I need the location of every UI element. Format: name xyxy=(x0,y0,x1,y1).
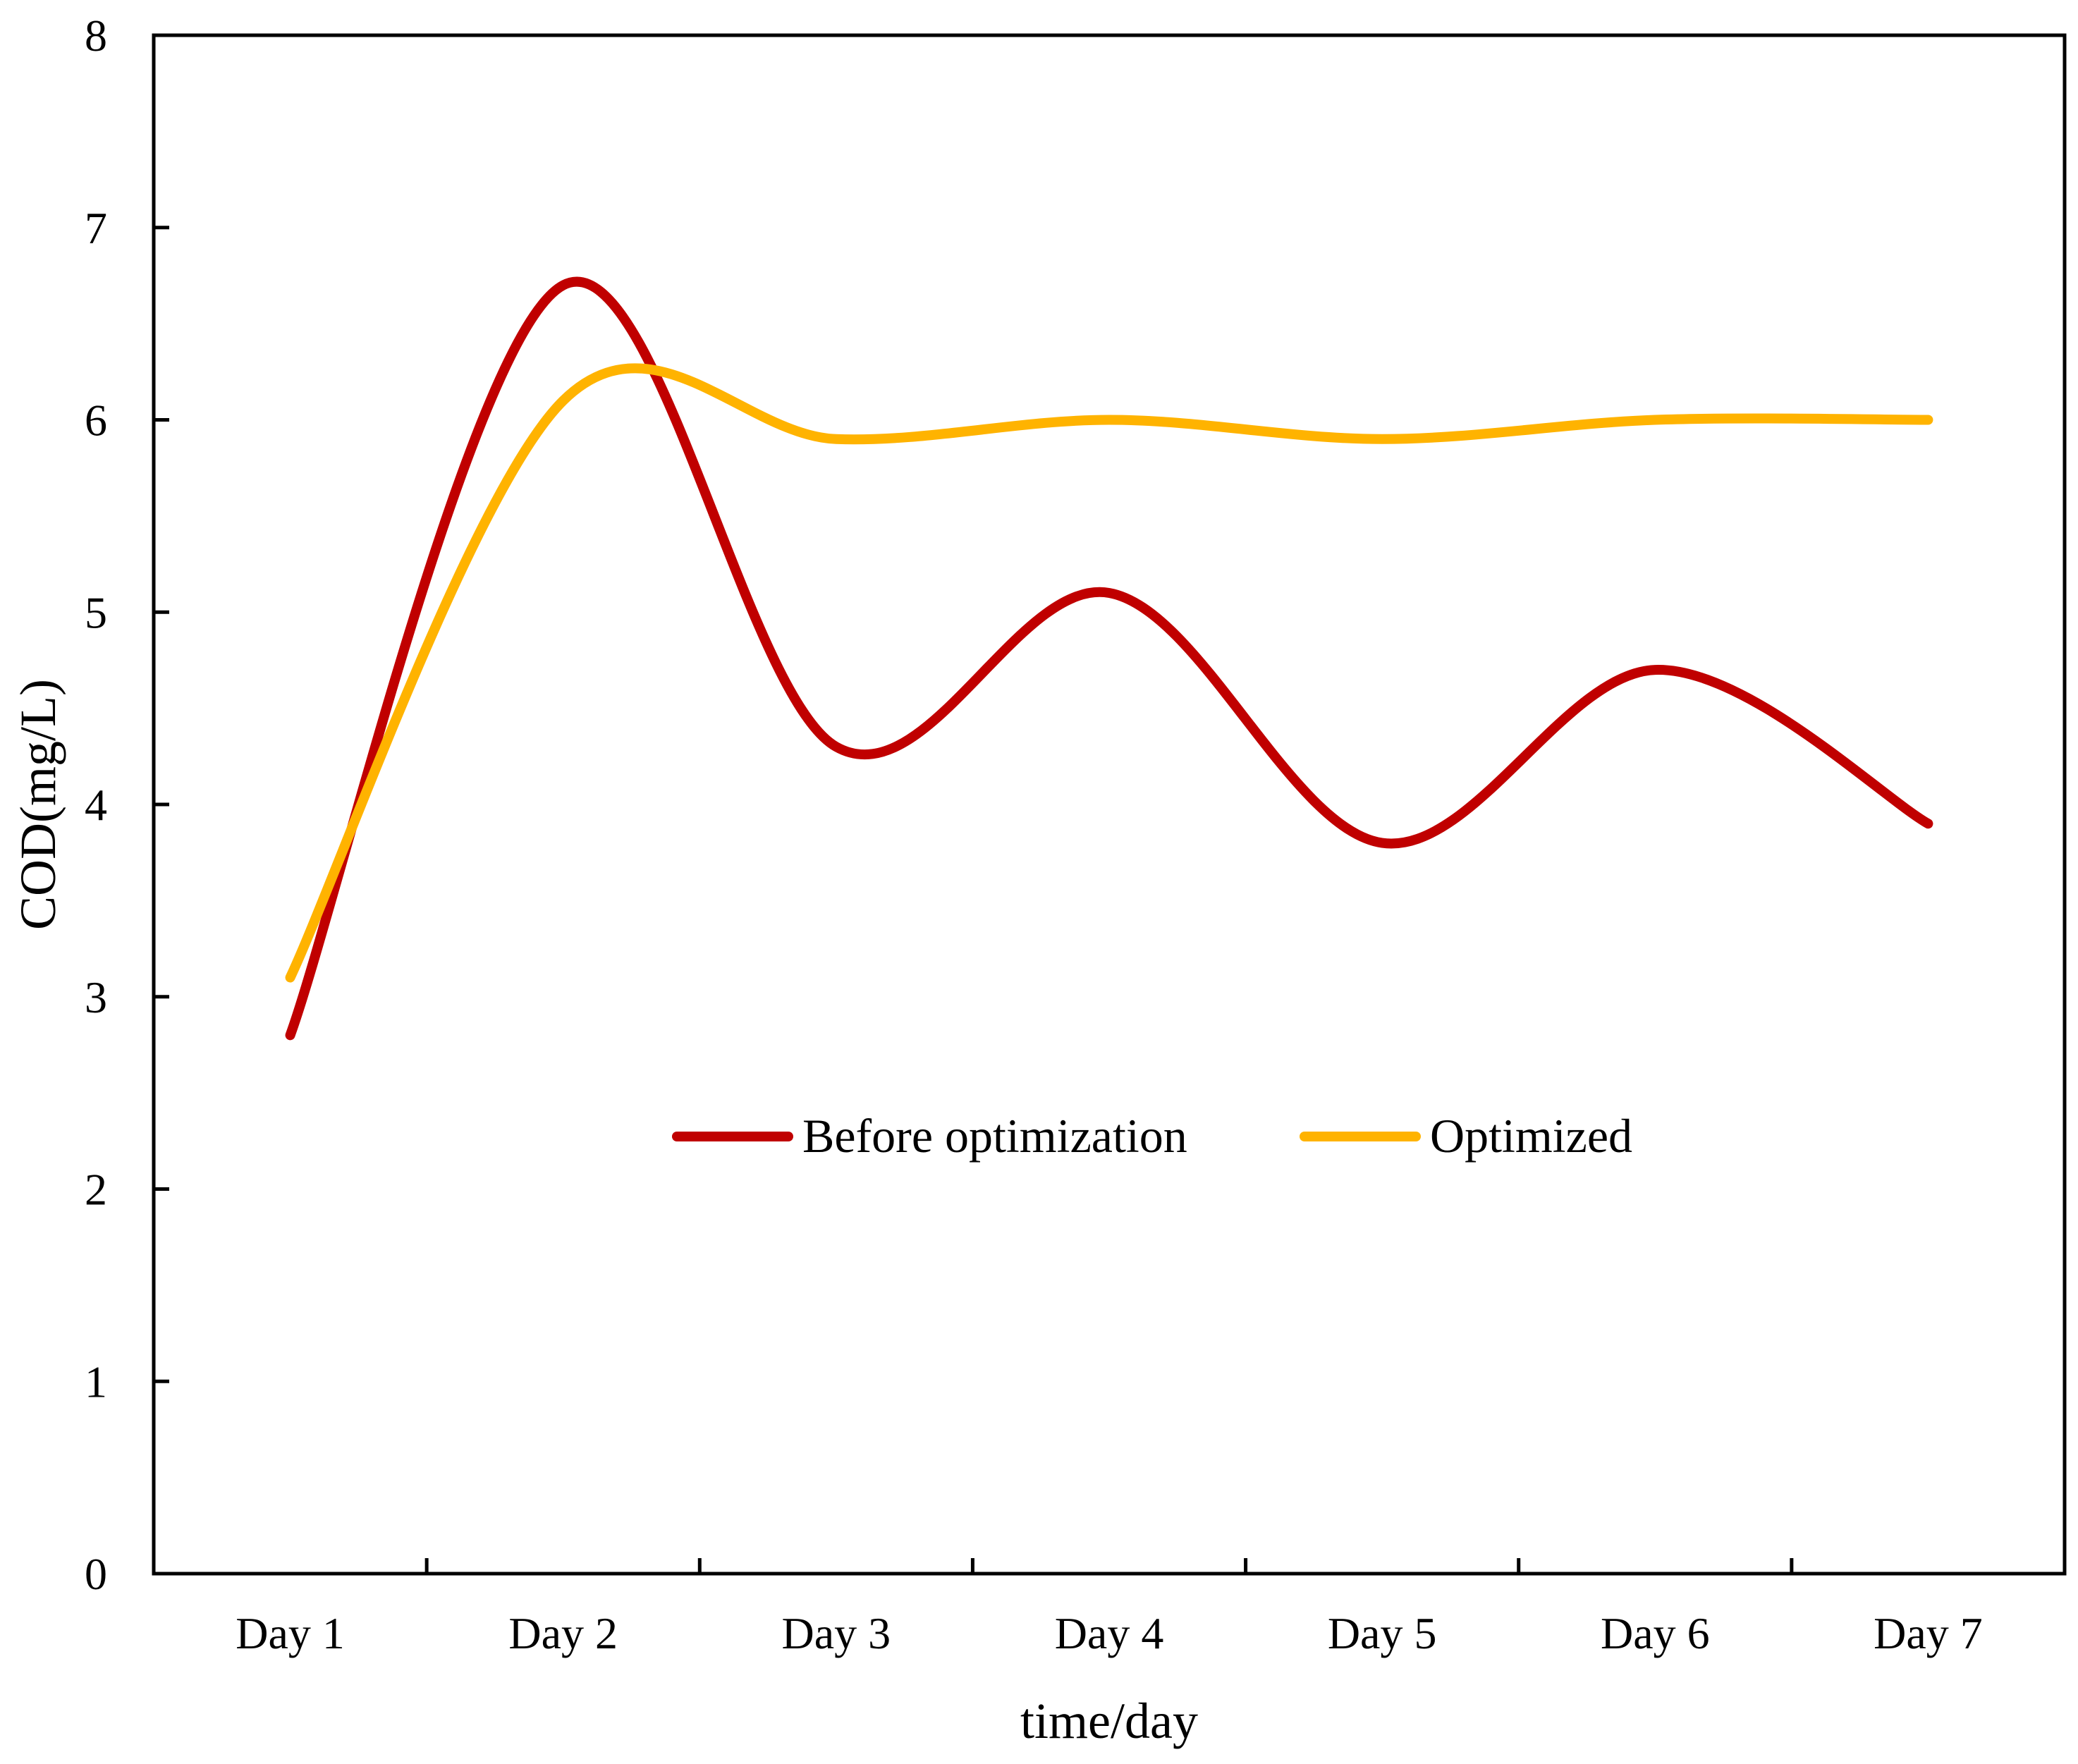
series-line-optimized xyxy=(285,363,1933,983)
series-lines xyxy=(285,276,1933,1041)
y-tick-label-8: 8 xyxy=(85,11,107,61)
y-axis-title: COD(mg/L) xyxy=(10,679,66,930)
series-line-before-optimization xyxy=(285,276,1933,1041)
x-axis-ticks xyxy=(424,1558,1794,1574)
plot-area-frame xyxy=(152,33,2067,1576)
y-tick-label-7: 7 xyxy=(85,203,107,253)
y-tick-label-4: 4 xyxy=(85,780,107,830)
y-tick-label-2: 2 xyxy=(85,1165,107,1215)
x-tick-label-day-4: Day 4 xyxy=(1055,1608,1164,1658)
legend-label-before-optimization: Before optimization xyxy=(802,1109,1187,1163)
y-axis-tick-labels: 0 1 2 3 4 5 6 7 8 xyxy=(85,11,107,1599)
x-axis-tick-labels: Day 1 Day 2 Day 3 Day 4 Day 5 Day 6 Day 7 xyxy=(236,1608,1982,1658)
x-axis-title: time/day xyxy=(1020,1693,1198,1749)
y-tick-label-6: 6 xyxy=(85,396,107,446)
x-tick-label-day-3: Day 3 xyxy=(782,1608,891,1658)
x-tick-label-day-2: Day 2 xyxy=(508,1608,618,1658)
x-tick-label-day-7: Day 7 xyxy=(1874,1608,1983,1658)
y-tick-label-5: 5 xyxy=(85,587,107,637)
y-tick-label-1: 1 xyxy=(85,1356,107,1407)
x-tick-label-day-1: Day 1 xyxy=(236,1608,345,1658)
x-tick-label-day-6: Day 6 xyxy=(1601,1608,1710,1658)
y-axis-ticks xyxy=(154,226,169,1383)
legend: Before optimization Optimized xyxy=(672,1109,1632,1163)
legend-label-optimized: Optimized xyxy=(1430,1109,1632,1163)
y-tick-label-0: 0 xyxy=(85,1549,107,1599)
y-tick-label-3: 3 xyxy=(85,972,107,1022)
x-tick-label-day-5: Day 5 xyxy=(1328,1608,1437,1658)
